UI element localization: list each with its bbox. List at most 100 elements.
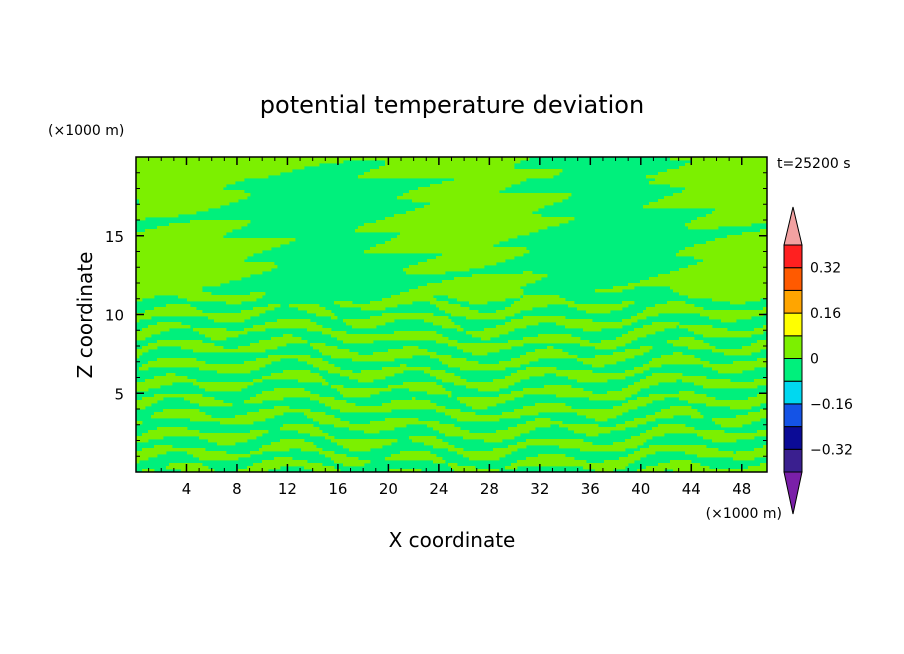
positive-region (154, 445, 173, 449)
positive-region (190, 418, 266, 422)
positive-region (313, 364, 335, 368)
x-tick-label: 36 (581, 480, 600, 498)
positive-region (643, 325, 677, 329)
positive-region (505, 466, 518, 470)
positive-region (298, 307, 326, 311)
positive-region (379, 166, 515, 170)
positive-region (433, 460, 446, 464)
positive-region (166, 373, 176, 377)
positive-region (646, 175, 767, 179)
positive-region (511, 373, 545, 377)
positive-region (577, 379, 608, 383)
positive-region (136, 259, 245, 263)
positive-region (412, 439, 443, 443)
positive-region (658, 424, 686, 428)
positive-region (535, 349, 563, 353)
positive-region (388, 385, 443, 389)
positive-region (136, 388, 149, 392)
x-tick-label: 44 (682, 480, 701, 498)
positive-region (688, 226, 719, 230)
positive-region (397, 196, 569, 200)
positive-region (262, 445, 317, 449)
positive-region (685, 223, 752, 227)
positive-region (280, 427, 320, 431)
positive-region (460, 367, 506, 371)
positive-region (136, 454, 158, 458)
positive-region (430, 373, 455, 377)
colorbar-bin (783, 380, 803, 405)
positive-region (757, 340, 767, 344)
positive-region (265, 322, 317, 326)
positive-region (427, 391, 452, 395)
positive-region (241, 310, 266, 314)
positive-region (691, 160, 767, 164)
positive-region (673, 469, 767, 472)
positive-region (592, 364, 605, 368)
positive-region (424, 319, 452, 323)
positive-region (748, 397, 767, 401)
positive-region (217, 442, 236, 446)
positive-region (646, 430, 725, 434)
colorbar-bin (783, 403, 803, 428)
colorbar-bin (783, 448, 803, 473)
positive-region (526, 367, 557, 371)
positive-region (136, 256, 248, 260)
positive-region (331, 385, 344, 389)
positive-region (388, 469, 422, 472)
positive-region (391, 400, 431, 404)
positive-region (658, 172, 767, 176)
colorbar-under-triangle (783, 471, 803, 515)
positive-region (136, 157, 530, 161)
positive-region (454, 382, 515, 386)
positive-region (382, 313, 434, 317)
x-tick-label: 12 (278, 480, 297, 498)
positive-region (454, 277, 542, 281)
positive-region (631, 316, 647, 320)
y-unit-label: (×1000 m) (48, 123, 124, 139)
positive-region (373, 352, 437, 356)
positive-region (508, 445, 527, 449)
positive-region (604, 460, 635, 464)
positive-region (679, 166, 767, 170)
positive-region (448, 364, 521, 368)
positive-region (238, 469, 269, 472)
positive-region (136, 241, 290, 245)
positive-region (391, 238, 509, 242)
positive-region (136, 175, 269, 179)
positive-region (430, 301, 449, 305)
positive-region (424, 205, 545, 209)
positive-region (436, 409, 461, 413)
positive-region (136, 436, 164, 440)
x-tick-label: 32 (530, 480, 549, 498)
positive-region (670, 157, 767, 161)
positive-region (511, 358, 539, 362)
positive-region (136, 247, 272, 251)
positive-region (334, 301, 353, 305)
contour-fill (136, 157, 767, 472)
positive-region (136, 262, 275, 266)
positive-region (331, 406, 446, 410)
positive-region (370, 301, 413, 305)
positive-region (649, 394, 707, 398)
positive-region (334, 460, 371, 464)
positive-region (181, 469, 215, 472)
positive-region (346, 322, 386, 326)
positive-region (736, 451, 767, 455)
positive-region (298, 358, 323, 362)
positive-region (679, 250, 767, 254)
positive-region (442, 253, 524, 257)
positive-region (583, 328, 602, 332)
positive-region (622, 388, 641, 392)
positive-region (136, 289, 203, 293)
positive-region (403, 193, 572, 197)
positive-region (463, 454, 506, 458)
positive-region (442, 379, 467, 383)
positive-region (325, 403, 356, 407)
positive-region (190, 220, 251, 224)
positive-region (448, 295, 521, 299)
positive-region (136, 382, 173, 386)
positive-region (145, 379, 197, 383)
positive-region (409, 388, 446, 392)
positive-region (430, 202, 554, 206)
positive-region (343, 319, 395, 323)
